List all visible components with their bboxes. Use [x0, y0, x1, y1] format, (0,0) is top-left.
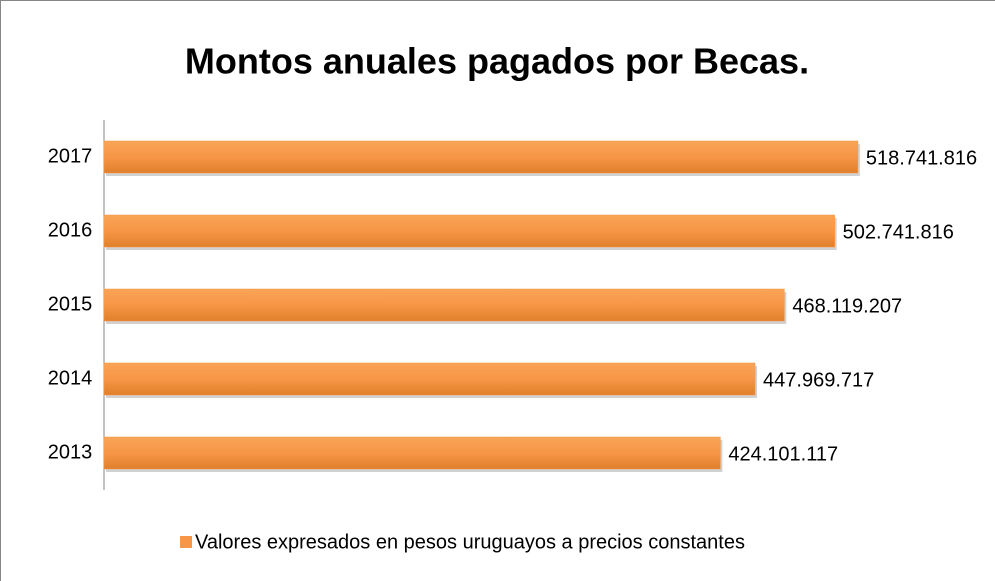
- y-tick-label: 2015: [48, 293, 93, 315]
- chart-title: Montos anuales pagados por Becas.: [185, 41, 809, 82]
- bar: [103, 214, 835, 248]
- data-label: 502.741.816: [843, 221, 954, 243]
- bar: [103, 140, 859, 174]
- y-tick-label: 2013: [48, 441, 93, 463]
- bar: [103, 436, 721, 470]
- data-label: 447.969.717: [763, 369, 874, 391]
- data-label: 518.741.816: [866, 147, 977, 169]
- data-label: 424.101.117: [728, 443, 838, 465]
- legend-swatch: [180, 536, 192, 548]
- bar: [103, 362, 756, 396]
- y-tick-label: 2017: [48, 145, 93, 167]
- bar: [103, 288, 785, 322]
- y-tick-label: 2014: [48, 367, 93, 389]
- y-tick-label: 2016: [48, 219, 93, 241]
- legend-label: Valores expresados en pesos uruguayos a …: [195, 531, 745, 553]
- data-label: 468.119.207: [792, 295, 902, 317]
